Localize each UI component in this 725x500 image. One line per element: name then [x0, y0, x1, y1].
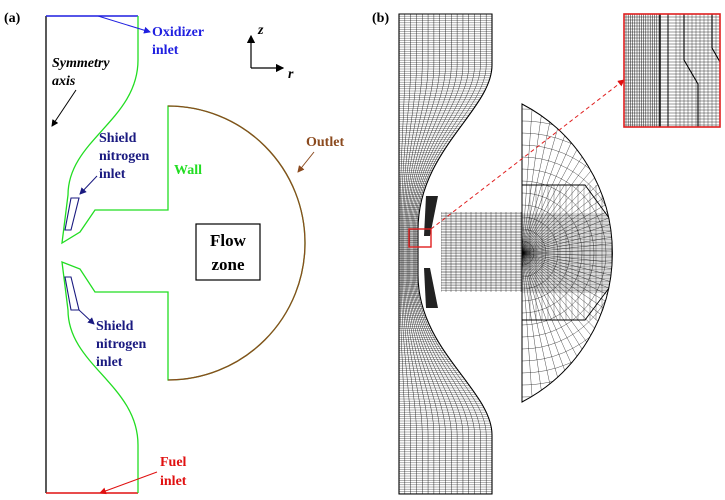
shield-top-line3: inlet — [99, 167, 126, 182]
shield-top-arrow — [79, 175, 98, 195]
mesh-line — [522, 104, 602, 254]
mesh-line — [522, 252, 612, 396]
mesh-central-jet — [441, 212, 522, 292]
shield-bottom-line2: nitrogen — [96, 337, 147, 352]
fuel-label-line1: Fuel — [160, 455, 187, 470]
symmetry-label-line1: Symmetry — [52, 56, 110, 71]
mesh-line — [415, 14, 481, 494]
symmetry-label-line2: axis — [52, 74, 76, 89]
mesh-line — [405, 14, 435, 494]
mesh-line — [522, 144, 613, 362]
mesh-line — [522, 140, 613, 254]
zoom-inset-frame — [623, 13, 721, 128]
shield-top-line2: nitrogen — [99, 149, 150, 164]
oxidizer-arrow — [97, 15, 151, 34]
mesh-line — [408, 14, 446, 494]
mesh-line — [522, 179, 613, 254]
mesh-line — [683, 14, 699, 127]
mesh-line — [522, 252, 613, 382]
fuel-label-line2: inlet — [160, 474, 187, 489]
mesh-line — [522, 252, 534, 402]
mesh-shield-slot-top — [424, 196, 438, 236]
mesh-line — [413, 14, 469, 494]
outlet-arc — [167, 105, 306, 381]
mesh-line — [403, 14, 423, 494]
wall-label: Wall — [174, 163, 202, 178]
zoom-inset-mesh — [624, 14, 720, 127]
panel-b-mesh: (b) — [372, 11, 721, 495]
shield-top-line1: Shield — [99, 131, 137, 146]
mesh-line — [522, 104, 558, 254]
mesh-line — [414, 14, 475, 494]
shield-bottom-line1: Shield — [96, 319, 134, 334]
mesh-line — [522, 104, 534, 254]
mesh-line — [402, 14, 417, 494]
mesh-semi-boundary — [521, 103, 613, 403]
oxidizer-label-line1: Oxidizer — [152, 25, 204, 40]
mesh-line — [522, 212, 613, 254]
mesh-line — [522, 252, 613, 338]
zoom-dashed-arrow — [430, 79, 625, 230]
mesh-line — [399, 14, 406, 494]
mesh-line — [522, 168, 613, 254]
mesh-line — [522, 252, 613, 294]
mesh-line — [522, 252, 602, 402]
mesh-semicircle-domain — [522, 104, 613, 402]
z-axis-label: z — [257, 23, 264, 38]
mesh-shield-slot-bottom — [424, 268, 438, 308]
symmetry-arrow — [51, 89, 77, 127]
flow-zone-box — [195, 223, 261, 281]
mesh-line — [522, 132, 613, 254]
mesh-line — [522, 252, 613, 283]
panel-a-label: (a) — [4, 11, 21, 26]
flow-zone-line1: Flow — [210, 231, 247, 250]
mesh-line — [522, 252, 613, 348]
fuel-arrow — [99, 471, 158, 495]
zoom-source-box — [408, 228, 432, 248]
shield-bottom-line3: inlet — [96, 355, 123, 370]
shield-bottom-arrow — [78, 309, 95, 325]
oxidizer-label-line2: inlet — [152, 43, 179, 58]
panel-a-geometry: (a) Flow zone Oxidizer inlet Symmetry ax… — [4, 11, 344, 495]
mesh-line — [409, 14, 452, 494]
wall-outline — [61, 16, 306, 493]
mesh-line — [522, 110, 612, 254]
mesh-line — [522, 223, 613, 254]
mesh-nozzle-region — [399, 14, 492, 494]
mesh-line — [522, 149, 613, 254]
mesh-line — [522, 252, 613, 357]
mesh-line — [416, 14, 487, 494]
outlet-arrow — [297, 151, 315, 173]
mesh-line — [401, 14, 411, 494]
mesh-line — [522, 124, 613, 254]
mesh-line — [522, 252, 613, 390]
mesh-line — [410, 14, 458, 494]
panel-b-label: (b) — [372, 11, 389, 26]
mesh-line — [522, 252, 558, 402]
outlet-label: Outlet — [306, 135, 344, 150]
mesh-line — [522, 252, 613, 374]
mesh-left-boundary — [398, 13, 493, 495]
mesh-line — [711, 14, 720, 63]
shield-slot-top — [64, 197, 80, 231]
mesh-line — [411, 14, 464, 494]
mesh-line — [522, 158, 613, 254]
mesh-line — [407, 14, 440, 494]
mesh-line — [522, 252, 613, 327]
r-axis-label: r — [288, 67, 294, 82]
mesh-line — [522, 156, 613, 350]
flow-zone-line2: zone — [211, 255, 245, 274]
mesh-line — [522, 252, 613, 366]
mesh-line — [404, 14, 429, 494]
